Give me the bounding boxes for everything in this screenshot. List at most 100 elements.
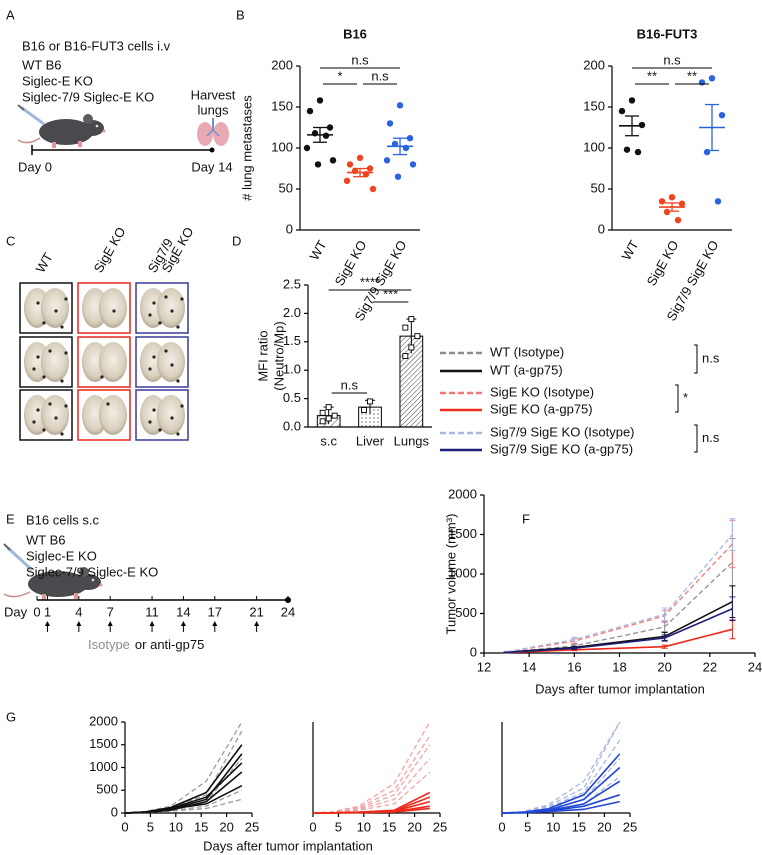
- legend-label: SigE KO (Isotype): [490, 384, 594, 399]
- metastasis-spot: [32, 420, 36, 424]
- error-bar: [661, 634, 668, 642]
- significance-label: **: [687, 68, 697, 83]
- significance-label: n.s: [351, 52, 369, 67]
- group-label: Siglec-7/9 Siglec-E KO: [22, 89, 154, 104]
- x-tick-label: WT: [618, 238, 641, 263]
- lung-photo: [77, 336, 131, 388]
- y-tick-label: 0: [598, 221, 605, 236]
- y-tick-label: 1000: [448, 565, 477, 580]
- arrow-head: [107, 621, 113, 626]
- series-line: [501, 776, 621, 814]
- mouse-illustration: [3, 543, 103, 600]
- lung-illustration: [197, 118, 229, 146]
- series-line: [501, 800, 620, 814]
- y-tick-label: 2000: [89, 713, 118, 728]
- metastasis-spot: [180, 297, 184, 301]
- x-axis-label: Days after tumor implantation: [535, 681, 705, 696]
- series-line: [312, 735, 431, 814]
- lung-photo: [135, 282, 189, 334]
- harvest-label: lungs: [197, 102, 229, 117]
- y-tick-label: 150: [583, 98, 605, 113]
- x-tick-label: 5: [147, 819, 154, 834]
- data-point: [414, 333, 421, 340]
- x-tick-label: 25: [433, 819, 447, 834]
- metastasis-spot: [36, 301, 40, 305]
- series-line: [124, 721, 243, 814]
- error-bar: [661, 621, 668, 633]
- x-tick-label: 18: [612, 659, 626, 674]
- data-point: [306, 107, 314, 115]
- panel-label: G: [6, 709, 16, 724]
- data-point: [718, 112, 726, 119]
- metastasis-spot: [36, 355, 40, 359]
- y-tick-label: 0: [286, 221, 293, 236]
- lung-photo: [77, 389, 131, 441]
- metastasis-spot: [164, 349, 168, 353]
- data-point: [319, 418, 326, 425]
- x-tick-label: 10: [169, 819, 183, 834]
- data-point: [409, 161, 417, 168]
- data-point: [668, 194, 676, 201]
- series-line: [506, 628, 733, 654]
- data-point: [331, 412, 338, 419]
- x-tick-label: 25: [245, 819, 259, 834]
- metastasis-spot: [42, 428, 46, 432]
- chart-title: B16: [343, 26, 367, 41]
- series-line: [312, 771, 431, 814]
- lung-lobe: [157, 342, 185, 382]
- metastasis-spot: [64, 404, 68, 408]
- x-tick-label: 5: [524, 819, 531, 834]
- x-tick-label: 0: [498, 819, 505, 834]
- x-tick-label: 25: [623, 819, 637, 834]
- metastasis-spot: [112, 309, 116, 313]
- y-tick-label: 50: [279, 180, 293, 195]
- sem-bar: [705, 103, 719, 152]
- column-header: WT: [33, 250, 56, 275]
- lung-lobe: [41, 395, 69, 435]
- sem-bar: [313, 126, 327, 143]
- day-tick-label: 0: [33, 604, 40, 619]
- data-point: [319, 409, 326, 416]
- group-label: Siglec-E KO: [26, 548, 97, 563]
- x-tick-label: 12: [477, 659, 491, 674]
- y-tick-label: 2.5: [283, 276, 301, 291]
- metastasis-spot: [54, 309, 58, 313]
- timeline: [31, 145, 215, 155]
- arrow-head: [149, 621, 155, 626]
- data-point: [634, 148, 642, 156]
- metastasis-spot: [106, 402, 110, 406]
- data-point: [361, 407, 367, 413]
- data-point: [316, 97, 324, 104]
- y-tick-label: 200: [583, 57, 605, 72]
- data-point: [406, 134, 414, 142]
- arrow-head: [212, 621, 218, 626]
- column-header: SigE KO: [91, 225, 129, 276]
- metastasis-spot: [60, 325, 64, 329]
- data-point: [708, 75, 716, 82]
- data-point: [638, 121, 646, 129]
- y-tick-label: 2.0: [283, 305, 301, 320]
- schematic-title: B16 or B16-FUT3 cells i.v: [22, 38, 171, 53]
- x-tick-label: 0: [121, 819, 128, 834]
- metastasis-spot: [36, 408, 40, 412]
- y-tick-label: 0: [111, 804, 118, 819]
- data-point: [314, 161, 322, 168]
- harvest-label: Harvest: [191, 87, 236, 102]
- x-tick-label: 20: [407, 819, 421, 834]
- data-point: [326, 124, 334, 131]
- significance-label: *: [337, 68, 342, 83]
- y-tick-label: 1500: [89, 736, 118, 751]
- series-line: [312, 807, 430, 814]
- significance-label: **: [647, 68, 657, 83]
- day-tick-label: 11: [145, 604, 159, 619]
- x-tick-label: SigE KO: [644, 238, 682, 289]
- lung-lobe: [99, 342, 127, 382]
- y-tick-label: 100: [271, 139, 293, 154]
- x-tick-label: 10: [546, 819, 560, 834]
- comparison-label: *: [683, 390, 688, 405]
- comparison-bracket: [694, 424, 698, 453]
- data-point: [674, 216, 682, 224]
- data-point: [356, 154, 364, 162]
- y-tick-label: 100: [583, 139, 605, 154]
- sem-bar: [353, 167, 367, 178]
